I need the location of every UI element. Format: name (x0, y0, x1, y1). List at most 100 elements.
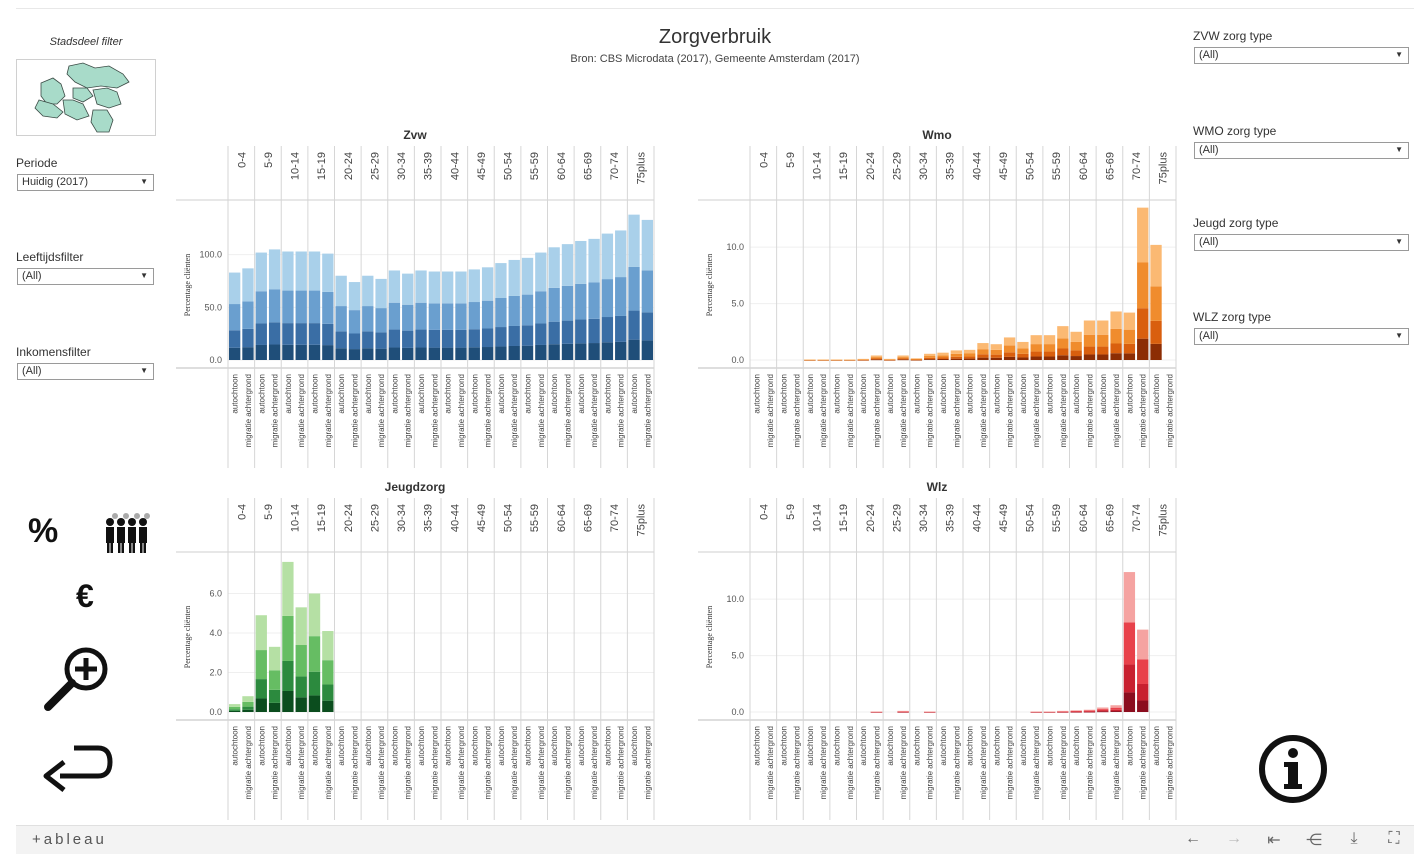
jeugd-type-label: Jeugd zorg type (1193, 216, 1279, 230)
bar-segment (1123, 692, 1136, 712)
category-label: autochtoon (806, 726, 815, 766)
category-label: autochtoon (1046, 374, 1055, 414)
bar-segment (282, 561, 294, 616)
stadsdeel-map[interactable] (16, 59, 156, 136)
redo-icon[interactable]: → (1226, 830, 1242, 847)
jeugd-type-dropdown[interactable]: (All) ▼ (1194, 234, 1409, 251)
age-group-label: 15-19 (316, 504, 328, 532)
bar-segment (1097, 709, 1109, 711)
age-group-label: 0-4 (236, 504, 248, 520)
bar-segment (268, 689, 281, 703)
bar-segment (521, 294, 534, 326)
bar-segment (415, 329, 427, 348)
bar-segment (1150, 343, 1162, 360)
age-group-label: 60-64 (1078, 152, 1090, 180)
age-group-label: 10-14 (812, 152, 824, 180)
info-icon[interactable] (1258, 734, 1328, 809)
bar-segment (1017, 357, 1029, 360)
zvw-type-dropdown[interactable]: (All) ▼ (1194, 47, 1409, 64)
bar-segment (428, 329, 440, 348)
revert-icon[interactable]: ⇤ (1267, 832, 1281, 849)
age-group-label: 60-64 (1078, 504, 1090, 532)
bar-segment (508, 325, 520, 346)
bar-segment (884, 358, 896, 360)
category-label: autochtoon (1099, 374, 1108, 414)
category-label: autochtoon (1019, 726, 1028, 766)
bar-segment (588, 238, 600, 283)
bar-segment (548, 287, 560, 322)
category-label: migratie achtergrond (324, 374, 333, 447)
age-group-label: 40-44 (449, 152, 461, 180)
inkomen-dropdown[interactable]: (All) ▼ (17, 363, 154, 380)
age-group-label: 5-9 (263, 152, 275, 168)
bar-segment (950, 358, 962, 360)
bar-segment (817, 359, 829, 361)
bar-segment (870, 358, 883, 360)
category-label: migratie achtergrond (350, 726, 359, 799)
bar-segment (588, 318, 600, 344)
wlz-chart-title: Wlz (926, 480, 948, 494)
back-arrow-icon[interactable] (40, 740, 114, 801)
bar-segment (615, 277, 627, 316)
bar-segment (1003, 356, 1016, 360)
bar-segment (1110, 709, 1122, 712)
fullscreen-icon[interactable]: ⛶ (1388, 830, 1400, 847)
category-label: migratie achtergrond (872, 374, 881, 447)
bar-segment (641, 270, 653, 313)
leeftijd-dropdown[interactable]: (All) ▼ (17, 268, 154, 285)
wmo-chart[interactable]: 0.0 5.0 10.0 Percentage cliënten 0-4 autochto… (698, 146, 1178, 468)
bar-segment (1110, 353, 1122, 360)
category-label: migratie achtergrond (590, 374, 599, 447)
undo-icon[interactable]: ← (1185, 830, 1201, 847)
bar-segment (1123, 622, 1136, 665)
tableau-logo[interactable]: +ableau (32, 831, 107, 848)
bar-segment (1070, 710, 1082, 712)
bar-segment (561, 343, 574, 360)
y-tick-label: 0.0 (731, 355, 744, 365)
bar-segment (1137, 262, 1149, 309)
share-icon[interactable]: ⋲ (1306, 832, 1322, 849)
bar-segment (468, 302, 480, 330)
age-group-label: 55-59 (1051, 152, 1063, 180)
bar-segment (937, 357, 949, 359)
euro-icon[interactable]: € (76, 578, 94, 614)
jeugdzorg-chart[interactable]: 0.0 2.0 4.0 6.0 Percentage cliënten 0-4 autoch… (176, 498, 656, 820)
bar-segment (575, 343, 587, 360)
category-label: migratie achtergrond (484, 726, 493, 799)
wlz-chart[interactable]: 0.0 5.0 10.0 Percentage cliënten 0-4 autochto… (698, 498, 1178, 820)
y-tick-label: 10.0 (726, 242, 744, 252)
bar-segment (255, 698, 267, 712)
category-label: autochtoon (1125, 374, 1134, 414)
bar-segment (229, 709, 241, 711)
bar-segment (990, 357, 1002, 360)
bar-segment (1003, 337, 1016, 346)
bar-segment (282, 660, 294, 691)
category-label: migratie achtergrond (846, 726, 855, 799)
y-tick-label: 5.0 (731, 651, 744, 661)
wmo-type-dropdown[interactable]: (All) ▼ (1194, 142, 1409, 159)
category-label: autochtoon (912, 374, 921, 414)
bar-segment (535, 323, 547, 345)
category-label: autochtoon (886, 726, 895, 766)
category-label: migratie achtergrond (324, 726, 333, 799)
percent-icon[interactable]: % (28, 512, 59, 550)
bar-segment (1057, 348, 1069, 356)
bar-segment (295, 323, 307, 345)
category-label: migratie achtergrond (1165, 374, 1174, 447)
periode-dropdown[interactable]: Huidig (2017) ▼ (17, 174, 154, 191)
download-icon[interactable]: ⤓ (1350, 830, 1358, 847)
bar-segment (481, 300, 494, 329)
age-group-label: 40-44 (449, 504, 461, 532)
bar-segment (628, 310, 640, 340)
periode-label: Periode (16, 156, 58, 170)
zoom-in-icon[interactable] (42, 645, 114, 718)
category-label: autochtoon (524, 726, 533, 766)
wlz-type-dropdown[interactable]: (All) ▼ (1194, 328, 1409, 345)
bar-segment (308, 344, 321, 360)
amsterdam-map-shape[interactable] (17, 60, 155, 135)
people-icon[interactable] (102, 510, 152, 561)
bar-segment (601, 233, 614, 280)
zvw-chart[interactable]: 0.0 50.0 100.0 Percentage cliënten 0-4 autoch… (176, 146, 656, 468)
bar-segment (242, 268, 254, 302)
bar-segment (428, 271, 440, 304)
